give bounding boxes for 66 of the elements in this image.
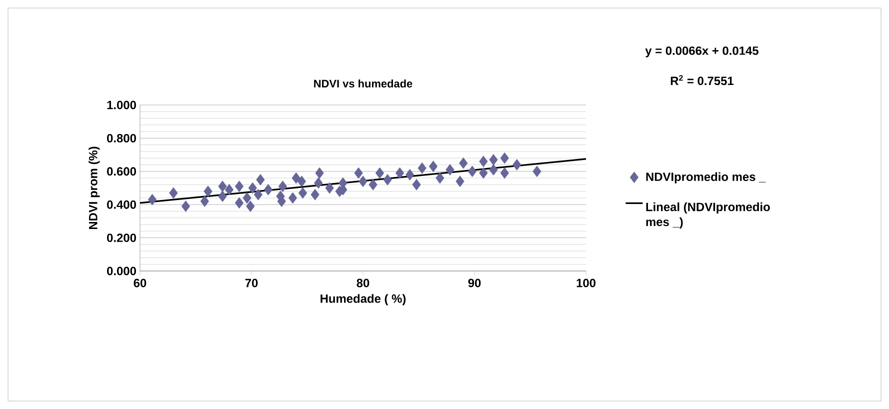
y-tick-label: 1.000 xyxy=(107,100,136,110)
x-axis-title: Humedade ( %) xyxy=(320,294,406,306)
point xyxy=(383,174,392,186)
point xyxy=(512,159,522,170)
y-tick-label: 0.600 xyxy=(107,167,136,176)
point xyxy=(358,176,368,188)
legend-label: Lineal (NDVIpromedio mes _) xyxy=(646,202,770,228)
point xyxy=(446,164,454,176)
point xyxy=(224,184,234,196)
point xyxy=(254,188,263,200)
y-tick-label: 0.800 xyxy=(107,134,136,142)
point xyxy=(314,177,323,189)
point xyxy=(456,176,464,188)
x-tick-label: 60 xyxy=(134,278,146,288)
point xyxy=(412,178,421,190)
point xyxy=(288,192,298,204)
point xyxy=(242,192,252,204)
point xyxy=(315,167,324,179)
y-tick-label: 0.200 xyxy=(107,234,136,242)
point xyxy=(246,200,255,212)
point xyxy=(436,172,444,184)
point xyxy=(200,196,209,207)
point xyxy=(479,167,488,179)
point xyxy=(395,167,404,179)
point xyxy=(169,187,178,199)
point xyxy=(479,156,488,168)
point xyxy=(375,167,384,179)
chart-title: NDVI vs humedade xyxy=(314,79,412,88)
point xyxy=(234,197,244,209)
y-tick-label: 0.400 xyxy=(107,200,136,209)
point xyxy=(368,178,378,190)
point xyxy=(354,167,363,179)
point xyxy=(298,187,308,199)
point xyxy=(248,182,257,194)
x-tick-label: 80 xyxy=(356,278,370,288)
point xyxy=(310,188,320,200)
point xyxy=(264,184,273,196)
point xyxy=(325,182,334,194)
point xyxy=(204,186,212,198)
point xyxy=(489,154,498,166)
point xyxy=(148,194,157,206)
text: R$^{2}$ = 0.7551 xyxy=(670,75,734,86)
point xyxy=(428,160,438,172)
point xyxy=(278,180,288,192)
point xyxy=(406,169,414,180)
point xyxy=(292,172,300,184)
point xyxy=(234,180,244,192)
point xyxy=(256,174,265,186)
x-tick-label: 90 xyxy=(468,278,481,288)
legend-label: NDVIpromedio mes _ xyxy=(646,172,766,184)
point xyxy=(500,167,509,179)
point xyxy=(500,152,509,164)
point xyxy=(459,157,468,169)
point xyxy=(489,164,498,176)
y-axis-title: NDVI prom (%) xyxy=(88,146,100,230)
point xyxy=(218,180,227,192)
point xyxy=(418,162,426,174)
text: y = 0.0066x + 0.0145 xyxy=(645,46,758,58)
point xyxy=(297,176,306,188)
point xyxy=(181,200,190,212)
point xyxy=(218,190,227,202)
x-tick-label: 70 xyxy=(245,278,258,288)
y-tick-label: 0.000 xyxy=(107,266,136,276)
x-tick-label: 100 xyxy=(576,278,596,288)
point xyxy=(532,166,542,178)
point xyxy=(468,166,477,178)
